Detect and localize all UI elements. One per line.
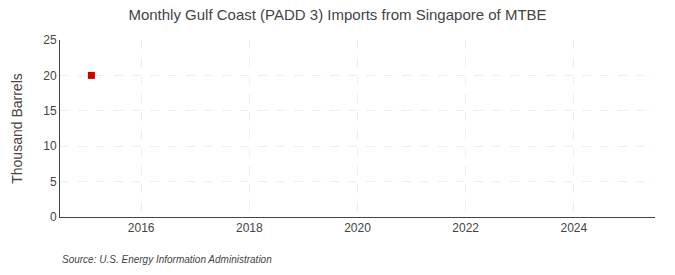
svg-text:20: 20 (43, 69, 57, 83)
svg-text:2024: 2024 (561, 221, 588, 235)
svg-text:Thousand Barrels: Thousand Barrels (9, 73, 25, 184)
svg-text:25: 25 (43, 33, 57, 47)
svg-text:2020: 2020 (344, 221, 371, 235)
svg-text:5: 5 (50, 175, 57, 189)
svg-text:Source: U.S. Energy Informatio: Source: U.S. Energy Information Administ… (62, 254, 272, 265)
svg-text:2022: 2022 (452, 221, 479, 235)
svg-text:Monthly Gulf Coast (PADD 3) Im: Monthly Gulf Coast (PADD 3) Imports from… (128, 6, 546, 23)
svg-text:2018: 2018 (236, 221, 263, 235)
svg-text:10: 10 (43, 139, 57, 153)
svg-text:2016: 2016 (128, 221, 155, 235)
svg-text:15: 15 (43, 104, 57, 118)
svg-text:0: 0 (50, 210, 57, 224)
